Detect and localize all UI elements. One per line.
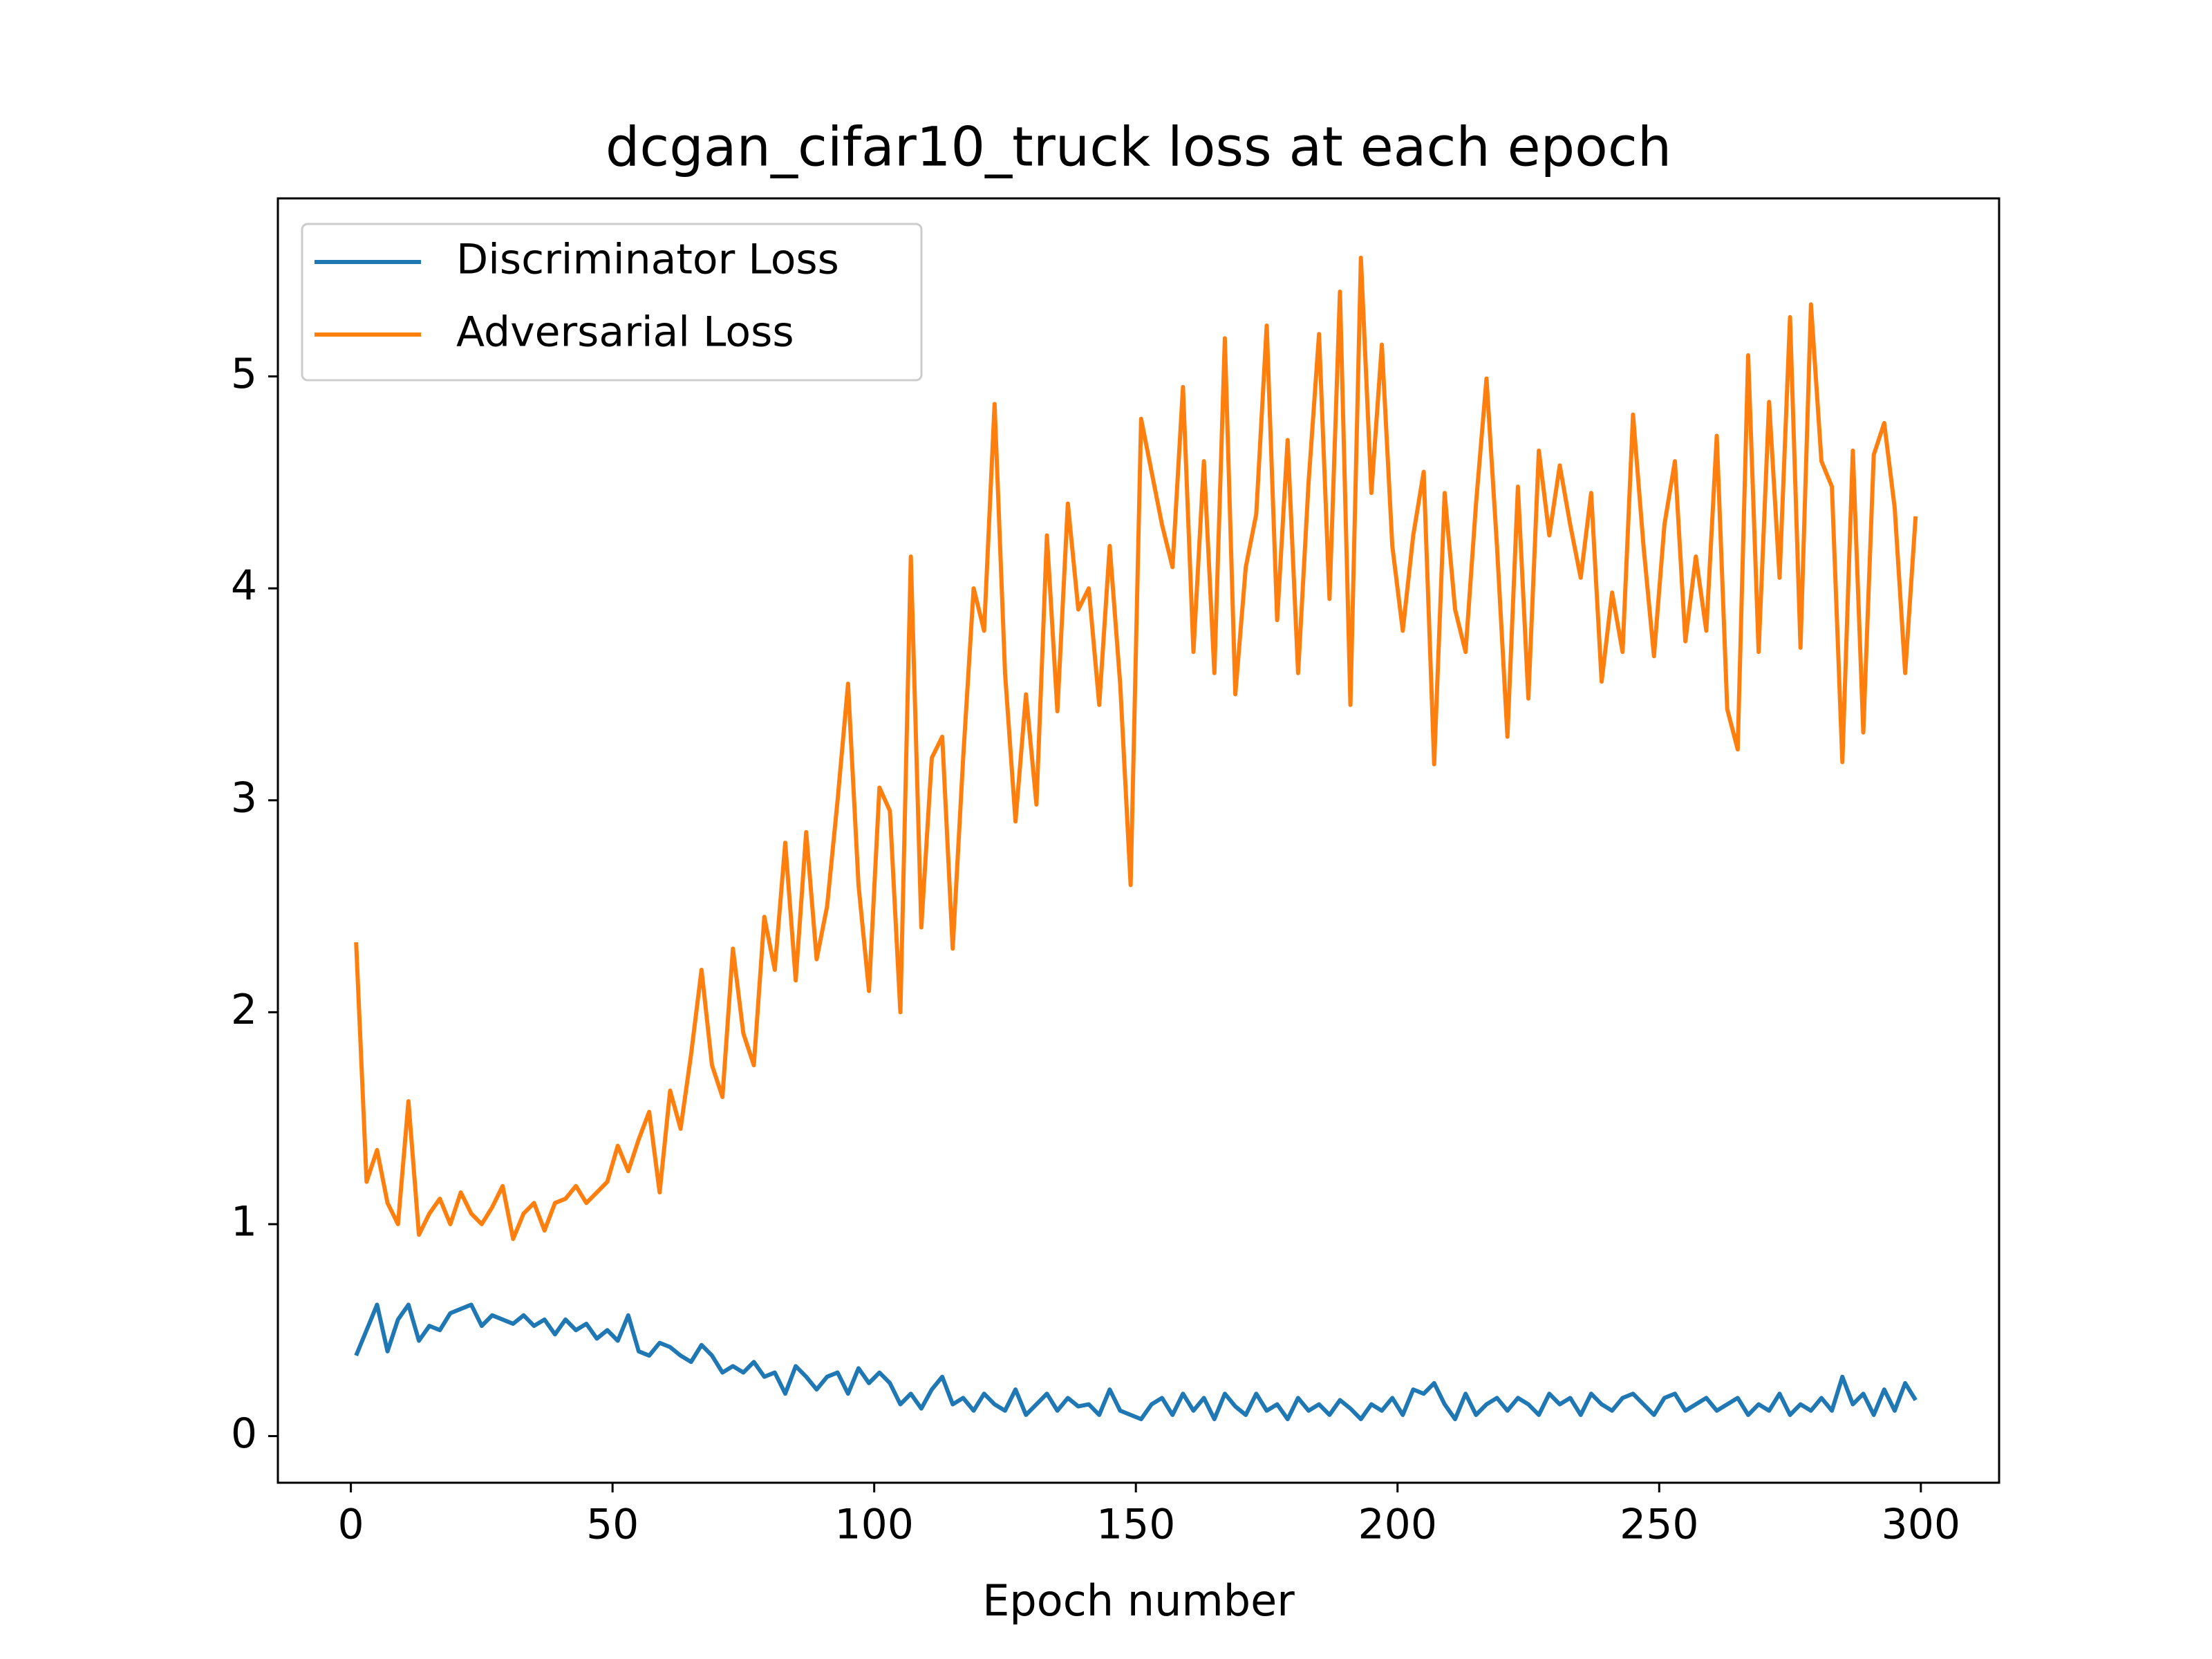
- y-tick-label: 0: [231, 1409, 257, 1458]
- legend-box: [301, 223, 923, 382]
- series-line: [354, 255, 1918, 1241]
- x-tick-label: 200: [1358, 1501, 1437, 1549]
- plot-frame: [276, 197, 2000, 1484]
- x-tick-label: 150: [1096, 1501, 1176, 1549]
- x-tick-label: 100: [834, 1501, 914, 1549]
- chart-title: dcgan_cifar10_truck loss at each epoch: [606, 116, 1671, 178]
- series-line: [354, 1302, 1918, 1422]
- legend-label: Discriminator Loss: [456, 236, 839, 284]
- y-tick-label: 4: [231, 562, 257, 610]
- legend-label: Adversarial Loss: [456, 308, 794, 357]
- y-tick-label: 5: [231, 350, 257, 398]
- y-tick-label: 1: [231, 1198, 257, 1246]
- x-tick-label: 50: [586, 1501, 639, 1549]
- x-axis-label: Epoch number: [982, 1575, 1295, 1626]
- x-tick-label: 250: [1620, 1501, 1699, 1549]
- y-tick-label: 2: [231, 986, 257, 1034]
- x-tick-label: 300: [1882, 1501, 1961, 1549]
- x-tick-label: 0: [338, 1501, 364, 1549]
- y-tick-label: 3: [231, 774, 257, 822]
